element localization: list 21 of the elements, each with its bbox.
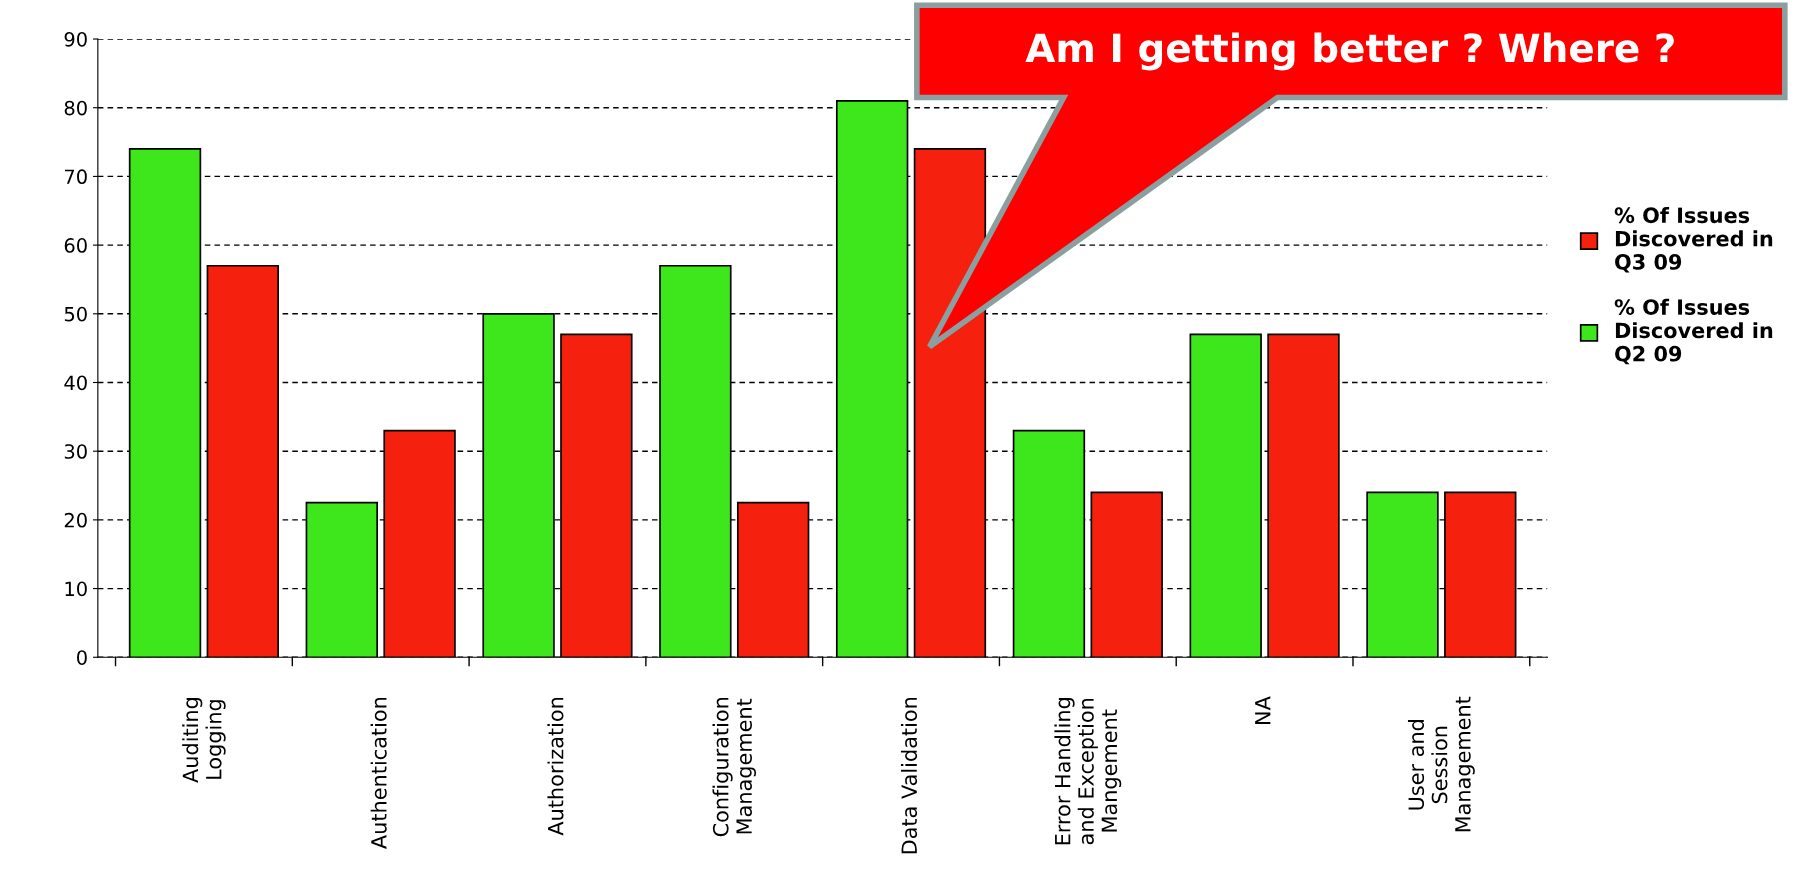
y-tick-label: 90 (64, 31, 87, 47)
y-tick-label: 50 (64, 306, 87, 322)
legend-label: % Of Issues Discovered in Q3 09 (1614, 207, 1773, 273)
x-tick-label: Auditing Logging (182, 698, 226, 783)
y-tick-label: 20 (64, 512, 87, 528)
y-tick-label: 70 (64, 169, 87, 185)
x-tick-label: Data Validation (900, 697, 918, 854)
x-tick-label: Authorization (547, 697, 564, 836)
x-tick-label: NA (1255, 696, 1271, 724)
y-tick-label: 40 (64, 375, 87, 391)
y-tick-label: 60 (64, 238, 87, 253)
x-tick-label: User and Session Management (1407, 696, 1475, 832)
x-tick-label: Configuration Management (712, 697, 756, 837)
x-tick-label: Authentication (370, 697, 387, 849)
y-tick-label: 10 (65, 581, 87, 597)
y-tick-label: 0 (77, 650, 87, 665)
legend-label: % Of Issues Discovered in Q2 09 (1614, 298, 1773, 365)
y-tick-label: 30 (64, 444, 87, 459)
annotation: Am I getting better ? Where ? (1025, 32, 1674, 71)
y-tick-label: 80 (64, 100, 87, 116)
x-tick-label: Error Handling and Exception Mangement (1054, 698, 1122, 845)
